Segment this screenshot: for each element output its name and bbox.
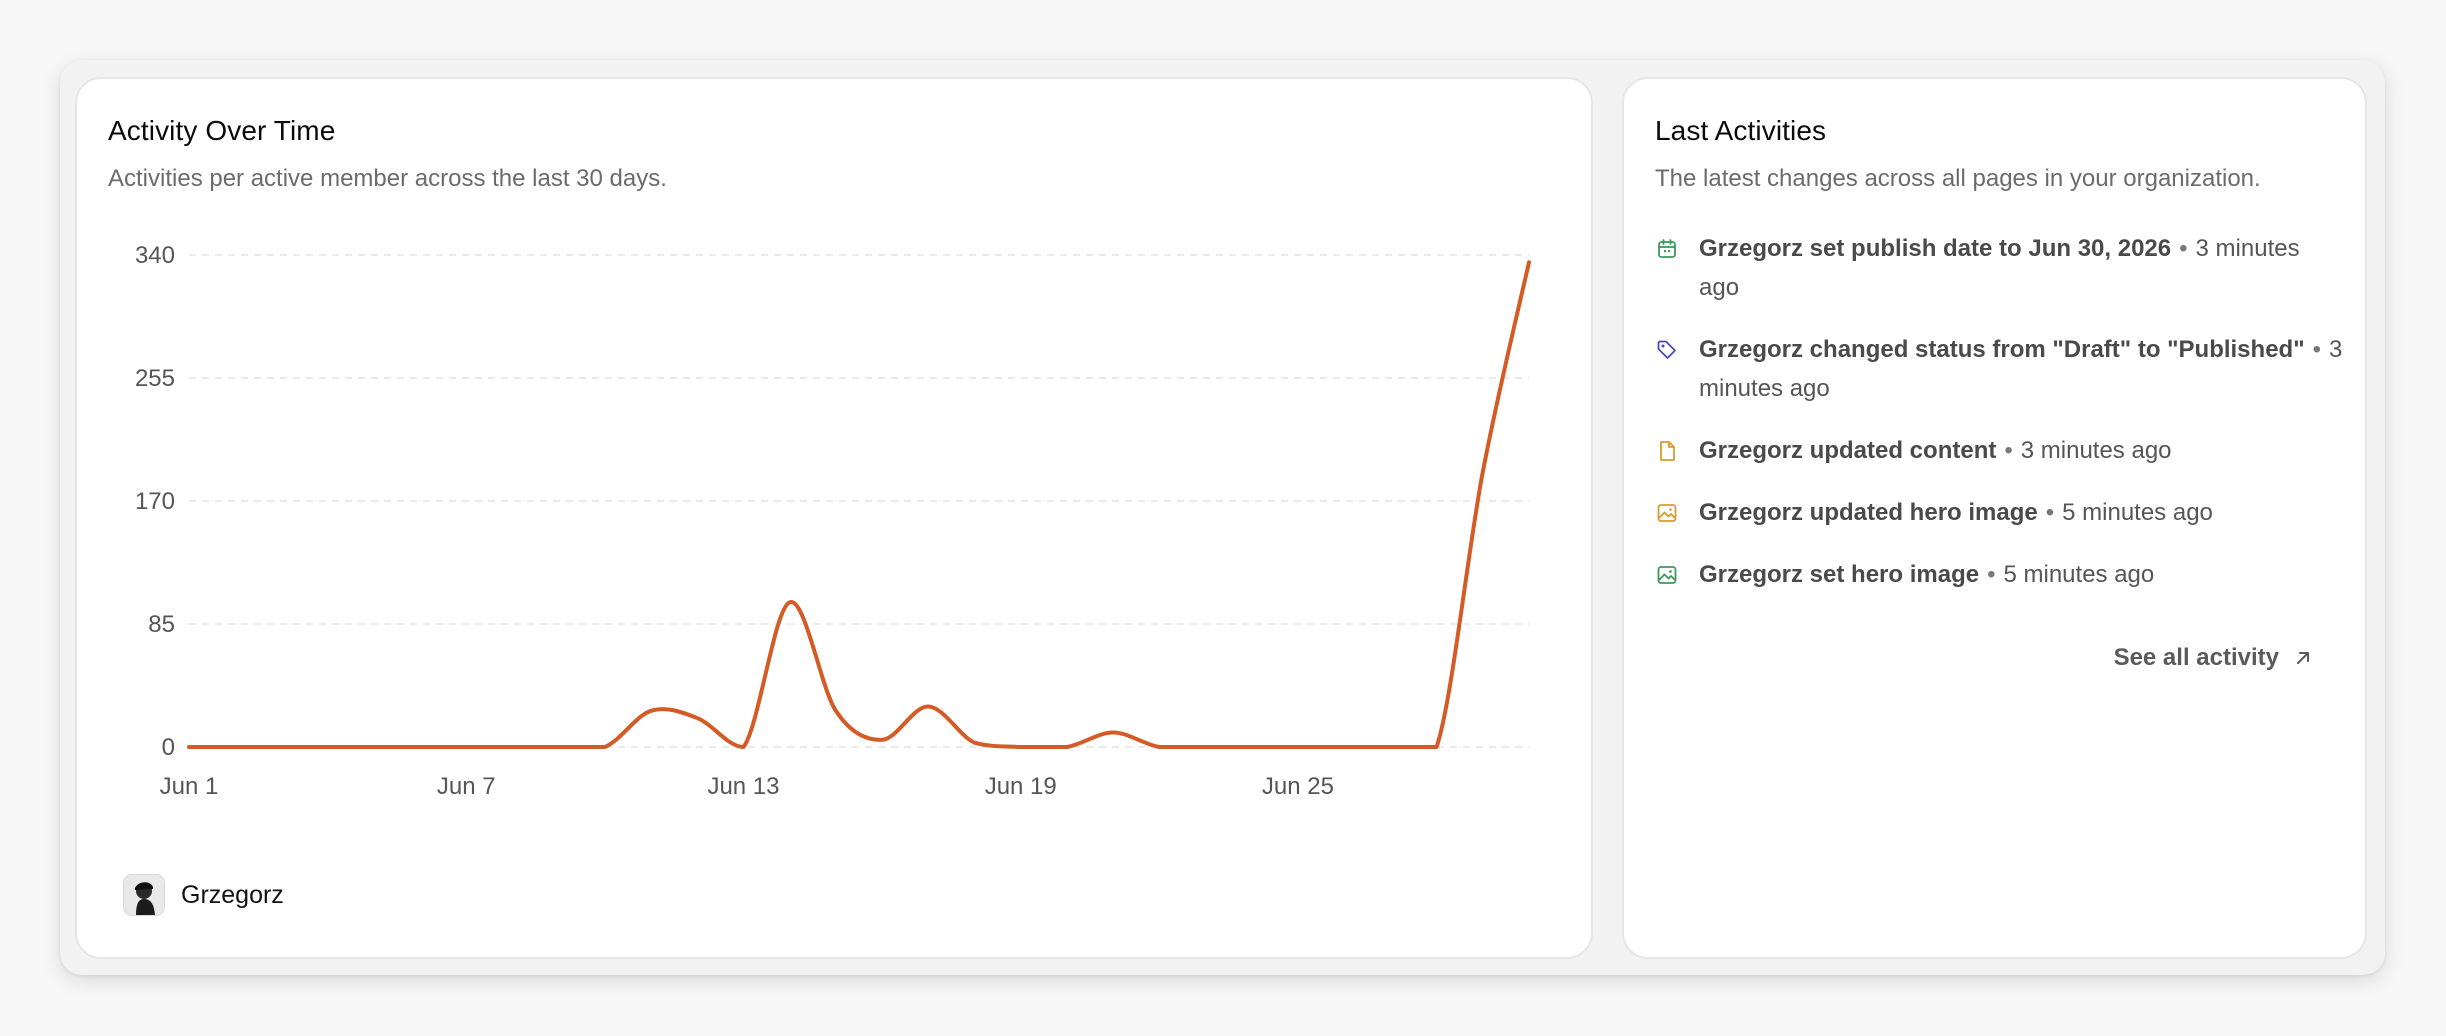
avatar-image	[124, 875, 164, 915]
file-icon	[1660, 441, 1675, 461]
calendar-icon	[1658, 239, 1676, 258]
y-tick-label: 255	[135, 365, 175, 392]
dashboard-panel: Activity Over Time Activities per active…	[60, 60, 2385, 975]
activity-description: Grzegorz updated hero image	[1699, 499, 2038, 526]
card-title: Activity Over Time	[108, 115, 336, 146]
x-tick-label: Jun 25	[1262, 773, 1334, 800]
separator-dot: •	[2179, 235, 2188, 262]
x-tick-label: Jun 19	[985, 773, 1057, 800]
activity-text: Grzegorz changed status from "Draft" to …	[1699, 330, 2345, 408]
member-name: Grzegorz	[181, 880, 284, 909]
activity-over-time-card: Activity Over Time Activities per active…	[75, 77, 1593, 959]
card-subtitle: Activities per active member across the …	[108, 165, 667, 192]
arrow-up-right-icon	[2297, 652, 2309, 664]
list-item[interactable]: Grzegorz set publish date to Jun 30, 202…	[1655, 229, 2345, 307]
image-icon	[1657, 566, 1677, 584]
x-tick-label: Jun 1	[160, 773, 219, 800]
activity-description: Grzegorz updated content	[1699, 437, 1997, 464]
chart-svg: 0 85 170 255 340 Jun 1 Jun 7 Jun 13 Jun 19 Jun 25	[135, 242, 1531, 800]
card-subtitle: The latest changes across all pages in y…	[1655, 165, 2261, 192]
avatar	[123, 874, 165, 916]
separator-dot: •	[1987, 561, 1996, 588]
card-title: Last Activities	[1655, 115, 1827, 146]
activity-text: Grzegorz updated content • 3 minutes ago	[1699, 431, 2172, 470]
activity-time: 3 minutes ago	[2020, 437, 2172, 464]
list-item[interactable]: Grzegorz set hero image • 5 minutes ago	[1655, 555, 2345, 594]
activity-time: 5 minutes ago	[2062, 499, 2213, 526]
image-icon	[1657, 504, 1677, 522]
x-tick-label: Jun 13	[707, 773, 779, 800]
activity-description: Grzegorz set hero image	[1699, 561, 1980, 588]
y-tick-label: 0	[162, 734, 175, 761]
activity-chart: 0 85 170 255 340 Jun 1 Jun 7 Jun 13 Jun 19 Jun 25	[77, 79, 1595, 961]
activity-time: 5 minutes ago	[2003, 561, 2155, 588]
y-tick-label: 85	[148, 611, 175, 638]
activity-description: Grzegorz set publish date to Jun 30, 202…	[1699, 235, 2172, 262]
separator-dot: •	[2004, 437, 2013, 464]
y-tick-label: 340	[135, 242, 175, 269]
activity-list: Grzegorz set publish date to Jun 30, 202…	[1655, 229, 2345, 617]
list-item[interactable]: Grzegorz changed status from "Draft" to …	[1655, 330, 2345, 408]
separator-dot: •	[2045, 499, 2055, 526]
member-legend[interactable]: Grzegorz	[123, 874, 284, 916]
tag-icon	[1657, 340, 1676, 359]
see-all-activity-link[interactable]: See all activity	[2114, 644, 2313, 672]
activity-time: 3 minutes ago	[1699, 336, 2343, 402]
last-activities-card: Last Activities The latest changes acros…	[1622, 77, 2367, 959]
activity-text: Grzegorz set hero image • 5 minutes ago	[1699, 555, 2154, 594]
list-item[interactable]: Grzegorz updated hero image • 5 minutes ag…	[1655, 493, 2345, 532]
separator-dot: •	[2312, 336, 2321, 363]
y-tick-label: 170	[135, 488, 175, 515]
see-all-label: See all activity	[2113, 644, 2279, 671]
activity-text: Grzegorz set publish date to Jun 30, 202…	[1699, 229, 2345, 307]
activity-description: Grzegorz changed status from "Draft" to …	[1699, 336, 2305, 363]
series-line	[187, 260, 1531, 749]
activity-text: Grzegorz updated hero image • 5 minutes ag…	[1699, 493, 2213, 532]
activity-time: 3 minutes ago	[1699, 235, 2300, 301]
x-tick-label: Jun 7	[437, 773, 496, 800]
list-item[interactable]: Grzegorz updated content • 3 minutes ago	[1655, 431, 2345, 470]
